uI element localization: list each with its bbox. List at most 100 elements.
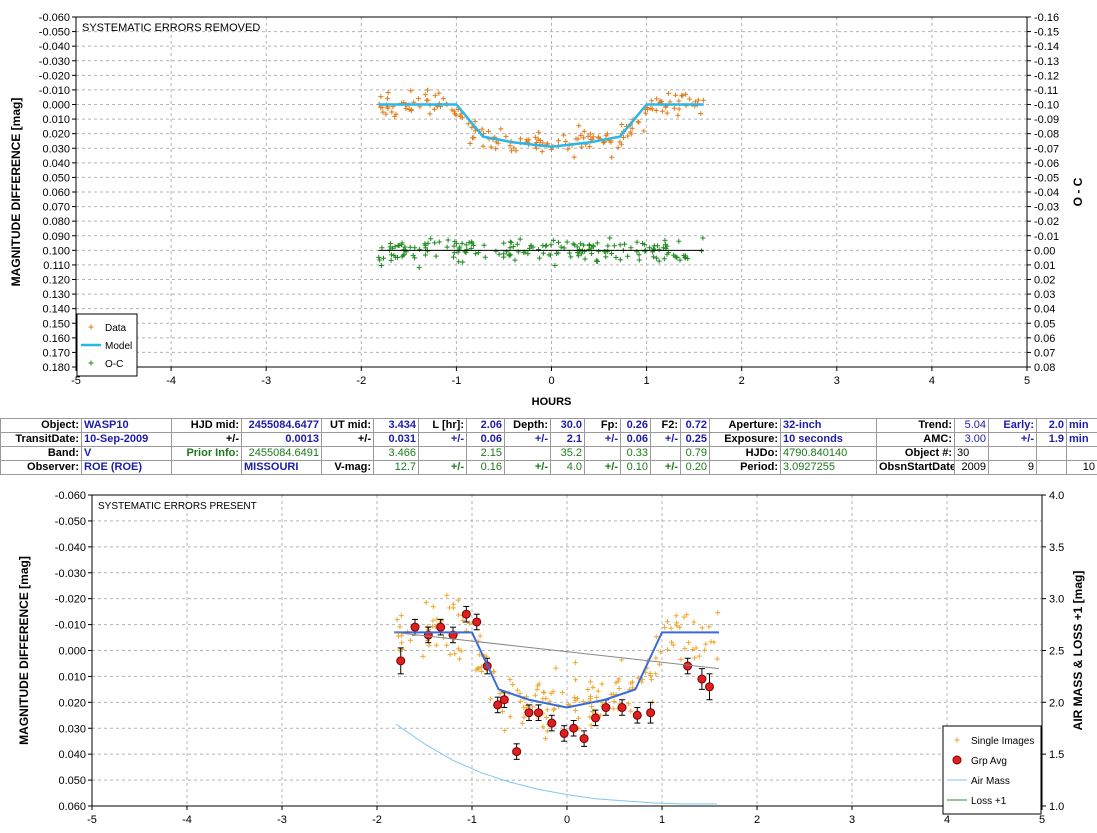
data-point	[447, 605, 453, 611]
group-average-point	[547, 718, 557, 728]
data-point	[579, 144, 585, 150]
data-point	[616, 676, 622, 682]
y2-tick-label: -0.03	[1034, 202, 1059, 214]
data-point	[415, 96, 421, 102]
data-point	[459, 240, 465, 246]
data-point	[497, 691, 503, 697]
series-line-3	[394, 631, 720, 670]
y2-axis-title: AIR MASS & LOSS +1 [mag]	[1071, 571, 1085, 731]
data-point	[422, 92, 428, 98]
data-point	[599, 681, 605, 687]
data-point	[445, 237, 451, 243]
y-tick-label: -0.020	[55, 594, 86, 606]
data-point	[480, 143, 486, 149]
data-point	[473, 251, 479, 257]
data-point	[433, 253, 439, 259]
data-point	[472, 118, 478, 124]
x-tick-label: -1	[467, 814, 477, 826]
group-average-point	[705, 682, 714, 692]
data-point	[479, 669, 485, 675]
series-line-2	[394, 631, 719, 709]
data-point	[532, 134, 538, 140]
info-cell: +/-	[584, 432, 621, 447]
data-point	[685, 256, 691, 262]
data-point	[525, 251, 531, 257]
info-cell: min	[1066, 418, 1097, 433]
data-point	[514, 241, 520, 247]
data-point	[594, 240, 600, 246]
data-point	[388, 257, 394, 263]
series-o-c	[376, 235, 706, 271]
y-tick-label: -0.010	[55, 620, 86, 632]
info-cell: 0.031	[373, 432, 419, 447]
info-cell: 4.0	[550, 460, 585, 475]
data-point	[642, 248, 648, 254]
y-axis-title: MAGNITUDE DIFFERENCE [mag]	[17, 556, 31, 745]
group-average-point	[601, 703, 611, 713]
data-point	[575, 715, 581, 721]
group-average-point	[579, 734, 589, 744]
data-point	[681, 614, 687, 620]
legend-label: Grp Avg	[971, 756, 1007, 767]
info-cell: +/-	[988, 432, 1037, 447]
series-layer	[376, 87, 706, 271]
info-cell	[171, 460, 242, 475]
data-point	[460, 618, 466, 624]
y-tick-label: -0.020	[39, 70, 70, 82]
data-point	[447, 652, 453, 658]
data-point	[573, 136, 579, 142]
x-tick-label: 0	[548, 375, 554, 387]
data-point	[469, 239, 475, 245]
data-point	[565, 146, 571, 152]
data-point	[596, 248, 602, 254]
data-point	[556, 138, 562, 144]
y-tick-label: -0.030	[39, 56, 70, 68]
group-average-point	[617, 703, 627, 713]
data-point	[588, 722, 594, 728]
data-point	[378, 262, 384, 268]
x-tick-label: 2	[739, 375, 745, 387]
data-point	[542, 736, 548, 742]
data-point	[572, 660, 578, 666]
data-point	[674, 255, 680, 261]
data-point	[573, 677, 579, 683]
data-point	[499, 709, 505, 715]
x-tick-label: -5	[87, 814, 97, 826]
data-point	[453, 241, 459, 247]
data-point	[641, 128, 647, 134]
data-point	[610, 706, 616, 712]
data-point	[653, 671, 659, 677]
data-point	[659, 108, 665, 114]
info-cell: 4790.840140	[780, 446, 877, 461]
data-point	[609, 154, 615, 160]
data-point	[408, 108, 414, 114]
data-point	[561, 245, 567, 251]
data-point	[432, 240, 438, 246]
data-point	[395, 242, 401, 248]
data-point	[399, 240, 405, 246]
info-cell: MISSOURI	[241, 460, 322, 475]
legend-label: Single Images	[971, 736, 1034, 747]
data-point	[481, 242, 487, 248]
x-tick-label: 2	[754, 814, 760, 826]
x-tick-label: -3	[277, 814, 287, 826]
group-average-point	[591, 713, 600, 723]
info-cell: 0.20	[680, 460, 710, 475]
data-point	[589, 250, 595, 256]
data-point	[605, 243, 611, 249]
legend-symbol	[954, 737, 960, 743]
y2-tick-label: 1.5	[1049, 749, 1064, 761]
y-tick-label: 0.050	[42, 172, 70, 184]
y2-tick-label: -0.05	[1034, 172, 1059, 184]
data-point	[424, 248, 430, 254]
y-tick-label: -0.040	[39, 41, 70, 53]
data-point	[653, 655, 659, 661]
data-point	[682, 645, 688, 651]
data-point	[544, 707, 550, 713]
data-point	[676, 106, 682, 112]
info-cell	[321, 446, 374, 461]
data-point	[460, 115, 466, 121]
info-cell: Object #:	[876, 446, 955, 461]
data-point	[617, 242, 623, 248]
y2-tick-label: 2.5	[1049, 646, 1064, 658]
